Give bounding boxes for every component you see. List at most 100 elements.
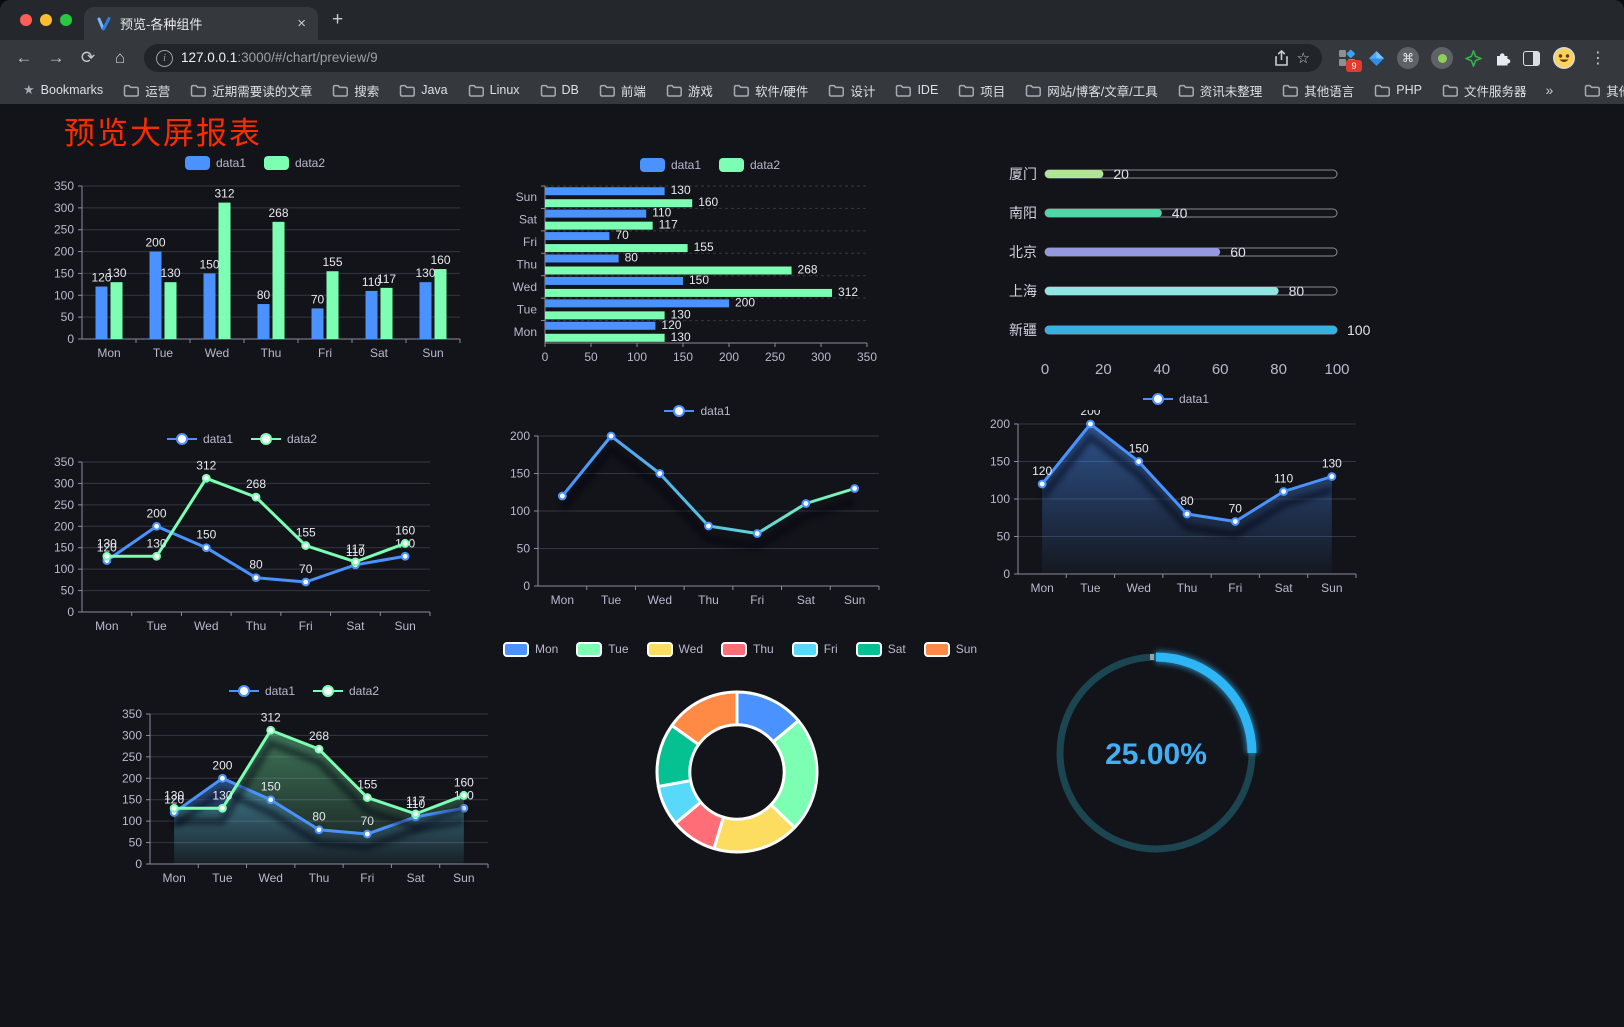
bookmark-item[interactable]: IDE [886, 80, 947, 100]
svg-text:80: 80 [312, 810, 326, 824]
bookmark-item[interactable]: PHP [1365, 80, 1431, 100]
svg-text:130: 130 [671, 330, 691, 344]
bookmark-item[interactable]: 资讯未整理 [1169, 78, 1272, 103]
browser-tab[interactable]: 预览-各种组件 × [84, 7, 318, 40]
legend-item[interactable]: data1 [166, 432, 233, 446]
svg-text:0: 0 [542, 350, 549, 364]
legend-line-icon [166, 433, 197, 445]
svg-text:312: 312 [196, 458, 216, 472]
record-extension-icon[interactable] [1431, 47, 1453, 69]
legend-label: data2 [287, 432, 318, 446]
home-button[interactable]: ⌂ [114, 48, 126, 67]
legend-label: Fri [823, 642, 838, 656]
bookmark-item[interactable]: 运营 [114, 78, 179, 103]
bookmark-label: DB [561, 83, 579, 97]
svg-text:350: 350 [54, 179, 74, 193]
legend-line-icon [313, 685, 343, 697]
bookmark-item[interactable]: 软件/硬件 [724, 78, 817, 103]
svg-text:Sun: Sun [844, 593, 865, 607]
svg-text:25.00%: 25.00% [1105, 738, 1207, 771]
area-canvas: 0 50 100 150 200 Mon Tue Wed Thu Fri Sat Sun 120 200 1… [990, 410, 1357, 595]
maximize-window-button[interactable] [60, 14, 72, 26]
side-panel-icon[interactable] [1523, 50, 1540, 66]
legend-item[interactable]: data2 [251, 432, 317, 446]
legend-item[interactable]: data1 [228, 684, 295, 698]
legend-item[interactable]: data1 [1142, 392, 1209, 406]
legend-item[interactable]: Mon [502, 641, 558, 657]
bookmarks-star-icon: ★ [23, 82, 35, 97]
legend-item[interactable]: data1 [184, 156, 246, 170]
bookmark-item[interactable]: 其他语言 [1273, 78, 1363, 103]
bookmark-item[interactable]: 游戏 [657, 78, 722, 103]
svg-text:Fri: Fri [523, 235, 537, 249]
bookmark-item[interactable]: 网站/博客/文章/工具 [1016, 78, 1166, 103]
profile-avatar[interactable] [1552, 46, 1576, 70]
legend-label: data2 [295, 156, 326, 170]
bookmark-item[interactable]: 文件服务器 [1433, 78, 1536, 103]
svg-text:155: 155 [322, 255, 342, 269]
svg-text:Fri: Fri [318, 346, 332, 360]
command-extension-icon[interactable]: ⌘ [1397, 47, 1419, 69]
site-info-icon[interactable]: i [156, 49, 173, 67]
svg-text:Sun: Sun [422, 346, 443, 360]
legend-swatch [646, 641, 673, 657]
legend-swatch [502, 641, 529, 657]
close-window-button[interactable] [20, 14, 32, 26]
share-icon[interactable] [1274, 49, 1289, 67]
bookmark-item-bookmarks[interactable]: ★ Bookmarks [14, 79, 112, 101]
legend-item[interactable]: data1 [664, 404, 731, 418]
legend-item[interactable]: Fri [791, 641, 838, 657]
bookmark-label: 前端 [620, 84, 646, 99]
folder-icon [896, 84, 912, 97]
legend-item[interactable]: data2 [313, 684, 379, 698]
legend-item[interactable]: Thu [721, 641, 774, 657]
bookmark-item[interactable]: 搜索 [323, 78, 388, 103]
bookmark-item-other[interactable]: 其他书签 [1575, 78, 1624, 103]
bookmark-star-icon[interactable]: ☆ [1296, 50, 1310, 67]
legend-swatch [639, 158, 665, 172]
green-star-extension-icon[interactable] [1465, 49, 1482, 67]
legend-item[interactable]: Wed [646, 641, 703, 657]
svg-text:268: 268 [268, 206, 288, 220]
svg-text:80: 80 [249, 558, 263, 572]
diamond-extension-icon[interactable] [1368, 50, 1385, 67]
forward-button[interactable]: → [47, 48, 65, 67]
legend-swatch [576, 641, 603, 657]
reload-button[interactable]: ⟳ [80, 48, 96, 67]
bookmark-item[interactable]: 设计 [819, 78, 884, 103]
legend-item[interactable]: data2 [264, 156, 325, 170]
legend-item[interactable]: Sun [923, 641, 977, 657]
bookmark-item[interactable]: DB [531, 80, 588, 100]
bookmark-item[interactable]: 前端 [590, 78, 655, 103]
bookmark-item[interactable]: Linux [459, 80, 529, 100]
bookmarks-overflow-chevron[interactable]: » [1545, 82, 1554, 98]
legend-item[interactable]: Sat [855, 641, 906, 657]
svg-text:130: 130 [97, 536, 117, 550]
tab-close-icon[interactable]: × [297, 15, 306, 32]
svg-text:312: 312 [838, 285, 858, 299]
svg-text:150: 150 [261, 780, 281, 794]
svg-text:150: 150 [122, 793, 142, 807]
new-tab-button[interactable]: + [332, 9, 344, 30]
minimize-window-button[interactable] [40, 14, 52, 26]
back-button[interactable]: ← [15, 48, 33, 67]
svg-text:312: 312 [261, 710, 281, 724]
address-bar[interactable]: i 127.0.0.1:3000/#/chart/preview/9 ☆ [144, 44, 1322, 72]
bookmark-label: IDE [917, 83, 939, 97]
bookmark-item[interactable]: 项目 [949, 78, 1014, 103]
extensions-puzzle-icon[interactable] [1494, 50, 1511, 66]
svg-text:130: 130 [212, 788, 232, 802]
svg-text:80: 80 [1270, 361, 1287, 378]
svg-text:120: 120 [164, 793, 184, 807]
legend-item[interactable]: data2 [719, 158, 780, 172]
svg-text:250: 250 [765, 350, 785, 364]
line-gradient-canvas: 0 50 100 150 200 Mon Tue Wed Thu Fri Sat Sun [510, 429, 880, 607]
svg-text:110: 110 [346, 545, 365, 559]
legend-item[interactable]: data1 [639, 158, 701, 172]
svg-text:268: 268 [798, 263, 818, 277]
bookmark-item[interactable]: 近期需要读的文章 [181, 78, 321, 103]
pinned-extension-grid-icon[interactable]: 9 [1338, 49, 1362, 72]
bookmark-item[interactable]: Java [390, 80, 456, 100]
browser-menu-kebab-icon[interactable]: ⋮ [1590, 50, 1606, 67]
legend-item[interactable]: Tue [576, 641, 629, 657]
